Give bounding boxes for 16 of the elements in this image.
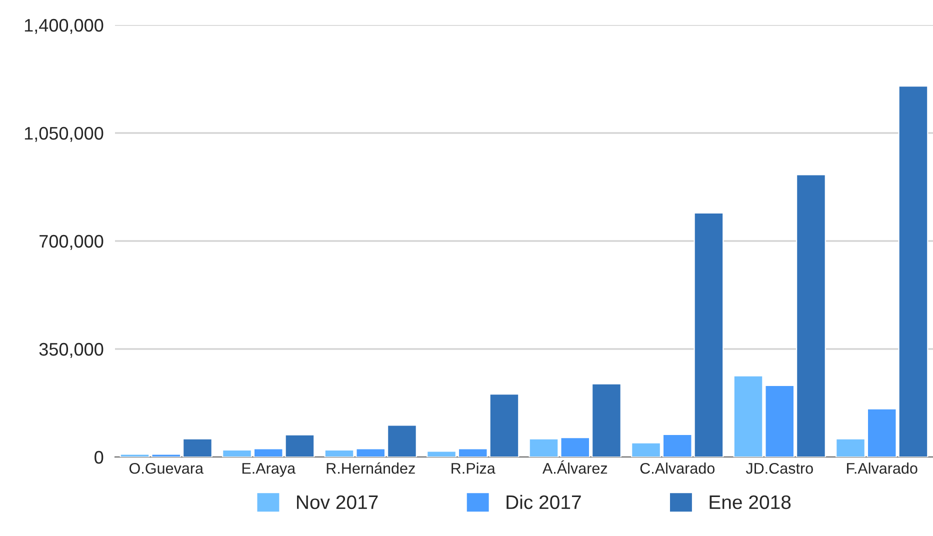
x-tick-label: O.Guevara: [129, 462, 204, 474]
x-tick-label: R.Hernández: [326, 462, 415, 474]
x-tick-label: JD.Castro: [746, 462, 813, 474]
legend-label: Dic 2017: [506, 494, 581, 510]
legend-label: Nov 2017: [297, 495, 378, 510]
y-tick-label: 1,050,000: [24, 126, 104, 142]
x-tick-label: R.Piza: [452, 462, 496, 474]
y-tick-label: 350,000: [39, 342, 104, 358]
x-tick-label: F.Alvarado: [847, 462, 918, 474]
x-tick-label: C.Alvarado: [640, 462, 715, 474]
y-tick-label: 0: [94, 450, 104, 464]
y-tick-label: 1,400,000: [24, 18, 104, 34]
x-tick-label: A.Álvarez: [542, 460, 608, 474]
legend-label: Ene 2018: [710, 495, 791, 510]
y-tick-label: 700,000: [40, 234, 104, 250]
x-tick-label: E.Araya: [242, 463, 296, 477]
